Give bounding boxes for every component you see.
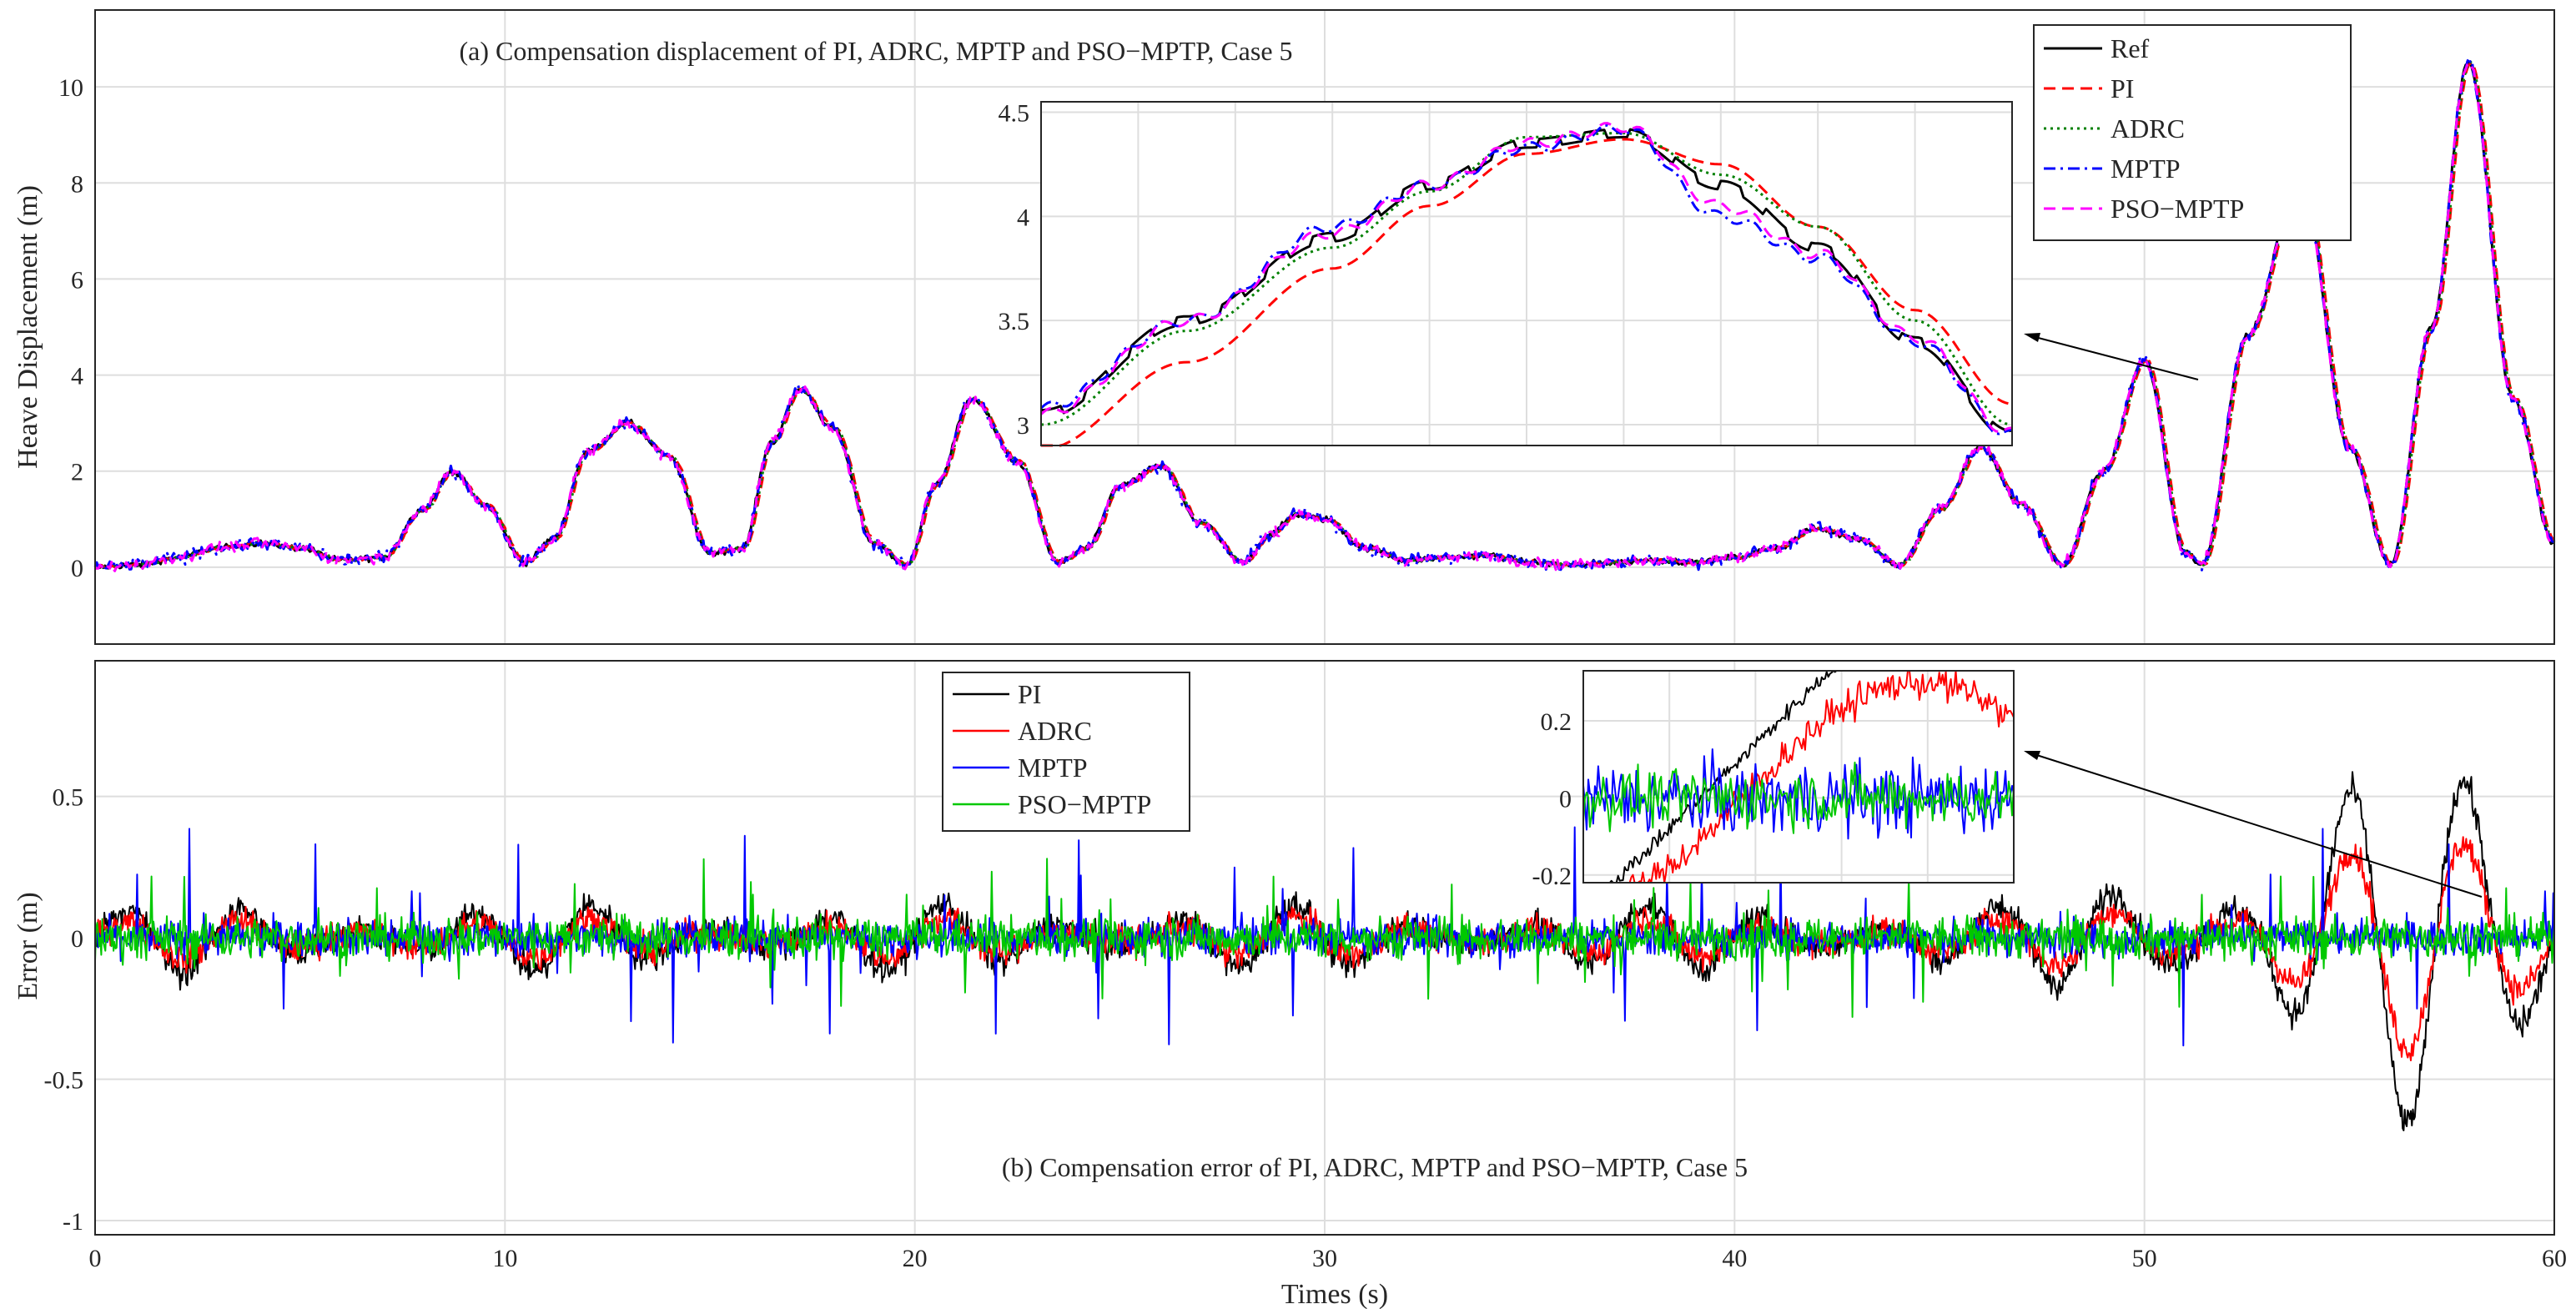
top-inset-ytick-label: 3 (1017, 412, 1029, 440)
top-tick-labels: 0 2 4 6 8 10 (58, 74, 83, 582)
top-inset-ytick-label: 3.5 (999, 308, 1030, 335)
top-inset-adrc (1040, 132, 2013, 426)
bottom-xlabel: Times (s) (1281, 1279, 1388, 1309)
bottom-xtick-label: 10 (492, 1245, 517, 1272)
bottom-legend-box (942, 672, 1190, 832)
top-series-psomptp (94, 63, 2556, 572)
bottom-zoom-arrow-head (2024, 751, 2040, 760)
top-inset-tick-labels: 3 3.5 4 4.5 (999, 99, 1030, 440)
top-legend: Ref PI ADRC MPTP PSO−MPTP (2033, 24, 2352, 241)
top-ylabel: Heave Displacement (m) (13, 185, 43, 469)
top-inset-ytick-label: 4 (1017, 204, 1029, 231)
bottom-inset-tick-labels: -0.2 0 0.2 (1532, 708, 1572, 890)
top-ytick-label: 6 (71, 266, 83, 294)
bottom-series-psomptp (94, 858, 2555, 1018)
top-series-mptp (93, 56, 2556, 572)
top-inset-mptp (1040, 123, 2013, 435)
bottom-axes-box (94, 660, 2555, 1236)
bottom-legend-label-mptp: MPTP (1018, 753, 1088, 783)
bottom-inset: -0.2 0 0.2 (1532, 670, 2015, 890)
top-legend-box (2033, 24, 2352, 241)
bottom-xtick-label: 20 (903, 1245, 928, 1272)
top-ytick-label: 10 (58, 74, 83, 102)
bottom-ytick-label: -1 (63, 1208, 83, 1236)
bottom-ytick-label: -0.5 (44, 1067, 84, 1095)
top-ytick-label: 4 (71, 363, 83, 390)
top-inset-pi (1041, 138, 2013, 447)
top-zoom-arrow-head (2024, 333, 2040, 342)
bottom-legend: PI ADRC MPTP PSO−MPTP (942, 672, 1190, 832)
bottom-ylabel: Error (m) (13, 892, 43, 999)
top-inset-ref (1040, 128, 2013, 432)
top-ytick-label: 8 (71, 170, 83, 198)
bottom-zoom-arrow (2028, 752, 2483, 898)
top-inset-lines (1040, 122, 2013, 447)
top-series-lines (93, 56, 2556, 572)
bottom-ytick-label: 0 (71, 925, 83, 953)
bottom-title: (b) Compensation error of PI, ADRC, MPTP… (1002, 1152, 1748, 1182)
top-inset-ytick-label: 4.5 (999, 99, 1030, 127)
bottom-ytick-label: 0.5 (53, 784, 84, 812)
top-axes-box (94, 9, 2555, 645)
bottom-xtick-label: 40 (1722, 1245, 1747, 1272)
top-inset: 3 3.5 4 4.5 (999, 99, 2013, 447)
top-legend-label-psomptp: PSO−MPTP (2111, 194, 2244, 224)
top-ytick-label: 0 (71, 555, 83, 582)
top-legend-label-adrc: ADRC (2111, 113, 2185, 143)
top-panel: 0 2 4 6 8 10 (a) Compensation displacement of… (13, 9, 2556, 645)
bottom-xtick-label: 30 (1312, 1245, 1337, 1272)
bottom-legend-label-pi: PI (1018, 679, 1041, 709)
bottom-inset-adrc (1583, 670, 2015, 884)
bottom-inset-ytick-label: -0.2 (1532, 863, 1572, 890)
bottom-inset-box (1582, 670, 2015, 884)
bottom-series-lines (94, 771, 2555, 1131)
top-legend-label-ref: Ref (2111, 33, 2150, 63)
bottom-legend-label-adrc: ADRC (1018, 716, 1092, 746)
bottom-xtick-label: 50 (2132, 1245, 2157, 1272)
top-inset-psomptp (1040, 122, 2013, 433)
bottom-xtick-label: 0 (89, 1245, 102, 1272)
bottom-inset-ytick-label: 0 (1559, 785, 1572, 813)
bottom-inset-ytick-label: 0.2 (1541, 708, 1572, 736)
bottom-xtick-label: 60 (2542, 1245, 2567, 1272)
top-ytick-label: 2 (71, 459, 83, 486)
bottom-inset-psomptp (1582, 761, 2015, 834)
bottom-panel: 0 10 20 30 40 50 60 -1 -0.5 0 0.5 (b) Compensation… (13, 660, 2568, 1309)
top-zoom-arrow (2028, 335, 2199, 380)
top-legend-label-mptp: MPTP (2111, 154, 2181, 184)
top-title: (a) Compensation displacement of PI, ADR… (459, 36, 1292, 66)
top-legend-label-pi: PI (2111, 73, 2134, 103)
top-inset-box (1040, 101, 2013, 446)
bottom-tick-labels: 0 10 20 30 40 50 60 -1 -0.5 0 0.5 (44, 784, 2568, 1272)
bottom-legend-label-psomptp: PSO−MPTP (1018, 789, 1151, 819)
